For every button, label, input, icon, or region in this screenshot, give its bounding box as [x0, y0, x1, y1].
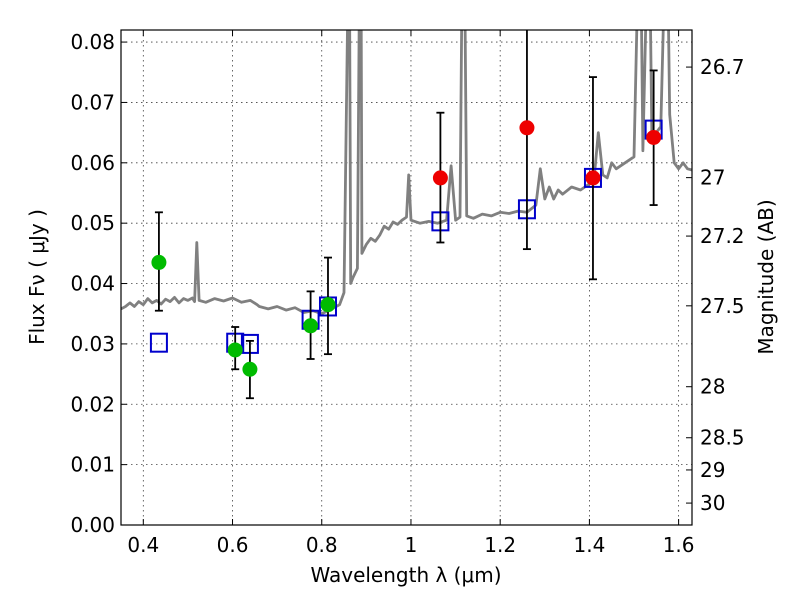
- x-tick-label: 1.4: [573, 533, 605, 557]
- green-data-point: [151, 254, 167, 270]
- x-tick-label: 0.4: [127, 533, 159, 557]
- x-tick-label: 1.6: [663, 533, 695, 557]
- y-right-tick-label: 30: [700, 491, 725, 515]
- x-tick-label: 0.8: [306, 533, 338, 557]
- y-tick-label: 0.02: [70, 392, 115, 416]
- x-tick-label: 1: [405, 533, 418, 557]
- y-right-tick-label: 28.5: [700, 426, 745, 450]
- plot-area: [121, 30, 692, 525]
- data-layer: [149, 30, 663, 400]
- y-right-tick-label: 27: [700, 166, 725, 190]
- y-right-tick-label: 27.2: [700, 224, 745, 248]
- green-data-point: [303, 318, 319, 334]
- green-data-point: [242, 361, 258, 377]
- plot-frame: [120, 29, 693, 526]
- spectrum-line: [121, 30, 692, 316]
- y-right-tick-label: 28: [700, 375, 725, 399]
- y-tick-label: 0.08: [70, 30, 115, 54]
- x-tick-label: 1.2: [484, 533, 516, 557]
- y-tick-label: 0.01: [70, 453, 115, 477]
- x-tick-label: 0.6: [217, 533, 249, 557]
- green-data-point: [227, 342, 243, 358]
- y-right-axis-label: Magnitude (AB): [754, 199, 778, 354]
- x-axis-label: Wavelength λ (μm): [310, 563, 501, 587]
- red-data-point: [646, 129, 662, 145]
- red-data-point: [432, 170, 448, 186]
- y-axis-label: Flux Fν ( μJy ): [25, 209, 49, 345]
- green-data-point: [320, 297, 336, 313]
- y-tick-label: 0.07: [70, 90, 115, 114]
- y-tick-label: 0.05: [70, 211, 115, 235]
- y-right-tick-label: 26.7: [700, 55, 745, 79]
- y-tick-label: 0.06: [70, 151, 115, 175]
- y-right-tick-label: 27.5: [700, 294, 745, 318]
- spectrum-layer: [121, 30, 692, 316]
- y-tick-label: 0.00: [70, 513, 115, 537]
- y-tick-label: 0.03: [70, 332, 115, 356]
- model-square-marker: [149, 332, 168, 353]
- red-data-point: [585, 170, 601, 186]
- y-tick-label: 0.04: [70, 272, 115, 296]
- red-data-point: [519, 120, 535, 136]
- y-right-tick-label: 29: [700, 458, 725, 482]
- axis-layer: 0.4 0.6 0.8 1 1.2 1.4 1.6 0.00 0.01 0.02 0.03 0.04 0…: [70, 30, 745, 557]
